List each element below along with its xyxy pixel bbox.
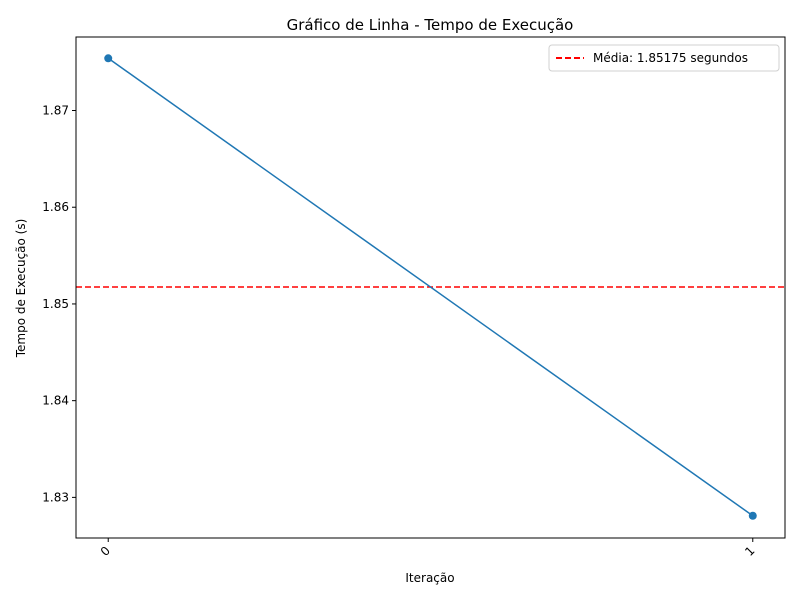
- y-axis-label: Tempo de Execução (s): [14, 219, 28, 359]
- data-point: [104, 54, 113, 63]
- legend-box: [548, 44, 780, 72]
- y-tick-label: 1.86: [42, 200, 69, 214]
- y-axis: 1.83 1.84 1.85 1.86 1.87: [42, 104, 76, 504]
- chart-title: Gráfico de Linha - Tempo de Execução: [287, 16, 574, 34]
- series-layer: [104, 54, 757, 520]
- x-tick-label: 0: [98, 544, 113, 559]
- y-tick-label: 1.85: [42, 297, 69, 311]
- series-line: [107, 57, 754, 517]
- legend-label-mean: Média: 1.85175 segundos: [593, 51, 748, 65]
- y-tick-label: 1.87: [42, 104, 69, 118]
- plot-area: [75, 36, 786, 539]
- x-axis-label: Iteração: [405, 571, 454, 585]
- data-point: [748, 511, 757, 520]
- legend: Média: 1.85175 segundos: [548, 44, 780, 72]
- y-tick-label: 1.83: [42, 490, 69, 504]
- x-tick-label: 1: [742, 544, 757, 559]
- y-tick-label: 1.84: [42, 394, 69, 408]
